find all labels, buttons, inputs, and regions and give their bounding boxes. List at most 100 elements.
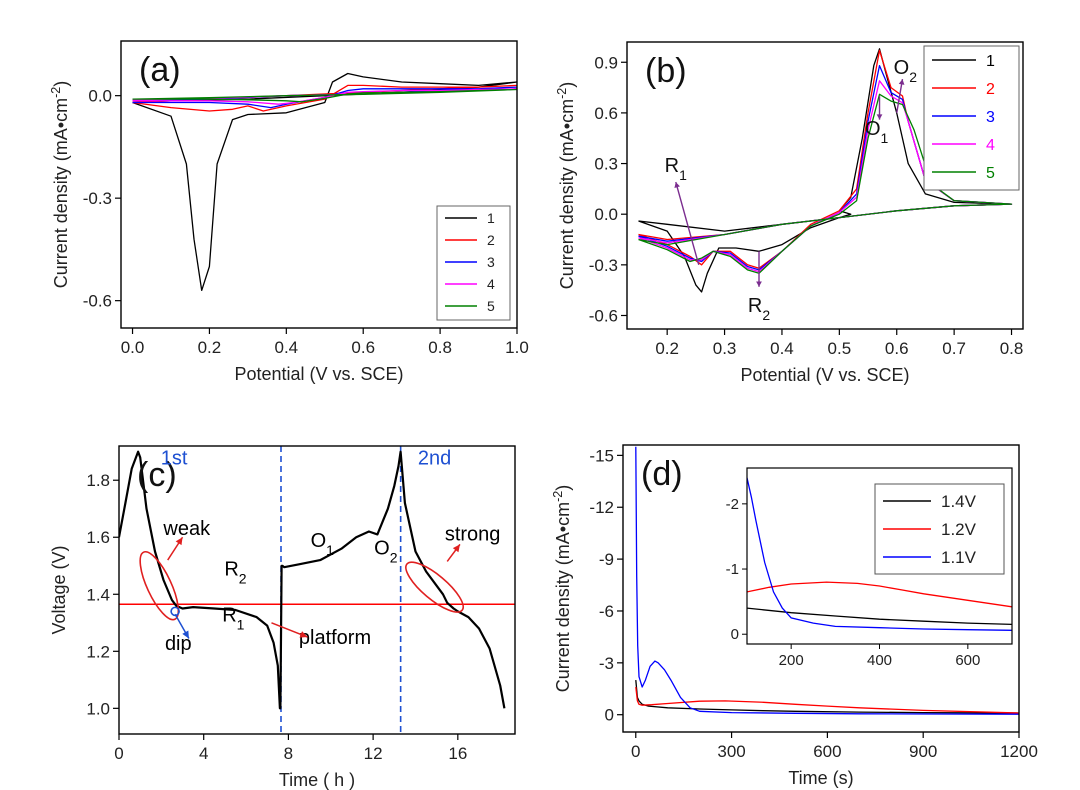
series-line-1.2V [635, 686, 1019, 714]
y-axis-label: Current density (mA•cm-2) [551, 485, 573, 693]
inset-x-tick-label: 600 [955, 652, 980, 669]
inset-x-tick-label: 400 [867, 652, 892, 669]
y-tick-label: 1.8 [86, 471, 110, 490]
legend-label: 4 [986, 137, 995, 154]
x-axis-label: Potential (V vs. SCE) [234, 364, 403, 384]
series-group [638, 48, 1013, 293]
x-tick-label: 0.8 [1000, 339, 1024, 358]
legend-label: 4 [487, 276, 495, 292]
x-tick-label: 4 [199, 744, 208, 763]
annotation: 2nd [418, 448, 451, 470]
y-tick-label: -9 [599, 550, 614, 569]
inset-y-tick-label: -1 [726, 561, 739, 578]
y-tick-label: -0.3 [83, 189, 112, 208]
annotation: R2 [224, 559, 246, 587]
plot-frame [120, 40, 518, 329]
annotation: R1 [222, 604, 244, 632]
y-tick-label: -15 [589, 446, 614, 465]
x-tick-label: 12 [364, 744, 383, 763]
x-axis-label: Time ( h ) [279, 770, 355, 790]
x-tick-label: 1.0 [505, 338, 529, 357]
y-axis-label: Voltage (V) [49, 545, 69, 634]
annotation: O1 [311, 530, 335, 558]
panel-4: 0 300 600 900 1200 -15 -12 -9 -6 -3 0 Time (s) Curre… [551, 444, 1038, 788]
x-tick-label: 900 [909, 742, 937, 761]
legend-label: 1.2V [941, 520, 977, 539]
strong-arrow-head [452, 544, 460, 553]
panel-1: 0.0 0.2 0.4 0.6 0.8 1.0 0.0 -0.3 -0.6 Potential (… [49, 40, 529, 384]
y-tick-label: 0.6 [594, 104, 618, 123]
arrow-r1-head [674, 182, 680, 188]
annotation: O2 [894, 57, 918, 85]
y-axis-label: Current density (mA•cm-2) [555, 82, 577, 290]
arrow-o2-head [898, 79, 905, 85]
series-group [635, 446, 1019, 715]
inset-series-line-1.4V [747, 607, 1012, 626]
inset-series-group [747, 477, 1012, 631]
legend-label: 1 [487, 210, 495, 226]
x-tick-label: 1200 [1000, 742, 1038, 761]
x-tick-label: 16 [448, 744, 467, 763]
y-tick-label: 1.4 [86, 585, 110, 604]
x-tick-label: 600 [813, 742, 841, 761]
plot-frame [118, 445, 516, 735]
inset-x-tick-label: 200 [779, 652, 804, 669]
x-tick-label: 0.7 [942, 339, 966, 358]
arrow-r1 [675, 181, 700, 266]
x-axis-label: Potential (V vs. SCE) [740, 365, 909, 385]
legend-label: 2 [487, 232, 495, 248]
arrow-o2 [896, 79, 904, 114]
panel-label: (a) [139, 51, 181, 89]
legend-label: 1.1V [941, 548, 977, 567]
annotation: dip [165, 633, 192, 655]
legend-label: 3 [986, 109, 995, 126]
y-tick-label: -0.6 [589, 306, 618, 325]
x-tick-label: 8 [284, 744, 293, 763]
annotation: weak [162, 518, 211, 540]
y-tick-label: 0 [605, 706, 614, 725]
y-tick-label: 0.9 [594, 53, 618, 72]
x-tick-label: 0.2 [198, 338, 222, 357]
y-tick-label: 0.3 [594, 155, 618, 174]
y-tick-label: -0.6 [83, 292, 112, 311]
panel-label: (d) [641, 455, 683, 493]
annotation: strong [445, 524, 501, 546]
x-tick-label: 300 [717, 742, 745, 761]
legend-label: 1 [986, 53, 995, 70]
annotation: R1 [665, 155, 687, 183]
series-line-1 [119, 450, 506, 710]
arrow-r2-head [756, 281, 762, 287]
legend-label: 5 [487, 298, 495, 314]
x-tick-label: 0.4 [275, 338, 299, 357]
inset-series-line-1.2V [747, 581, 1012, 608]
annotation: 1st [161, 448, 188, 470]
arrow-o1-head [876, 114, 883, 120]
y-tick-label: -12 [589, 498, 614, 517]
series-group [132, 72, 517, 292]
panel-label: (b) [645, 52, 687, 90]
annotation: R2 [748, 295, 770, 323]
panel-3: 0 4 8 12 16 1.8 1.6 1.4 1.2 1.0 Time ( h ) Voltage … [49, 445, 516, 790]
annotation: O2 [374, 537, 398, 565]
plot-frame [626, 41, 1024, 330]
series-line-1.4V [635, 680, 1019, 714]
y-tick-label: -3 [599, 654, 614, 673]
x-tick-label: 0.3 [713, 339, 737, 358]
panel-2: 0.2 0.3 0.4 0.5 0.6 0.7 0.8 0.9 0.6 0.3 0.0 -0.3 -0.… [555, 41, 1024, 385]
inset-series-line-1.1V [747, 477, 1012, 631]
series-line-1.1V [635, 446, 1019, 715]
series-line-5 [132, 88, 517, 103]
legend-label: 1.4V [941, 492, 977, 511]
x-tick-label: 0.8 [428, 338, 452, 357]
legend-label: 3 [487, 254, 495, 270]
series-line-5 [638, 93, 1013, 274]
x-axis-label: Time (s) [788, 768, 853, 788]
y-tick-label: -6 [599, 602, 614, 621]
y-tick-label: 0.0 [594, 205, 618, 224]
x-tick-label: 0.2 [655, 339, 679, 358]
y-tick-label: 1.6 [86, 528, 110, 547]
weak-arrow-head [175, 537, 183, 546]
annotation: O1 [865, 118, 889, 146]
y-tick-label: 0.0 [88, 87, 112, 106]
legend-label: 5 [986, 165, 995, 182]
